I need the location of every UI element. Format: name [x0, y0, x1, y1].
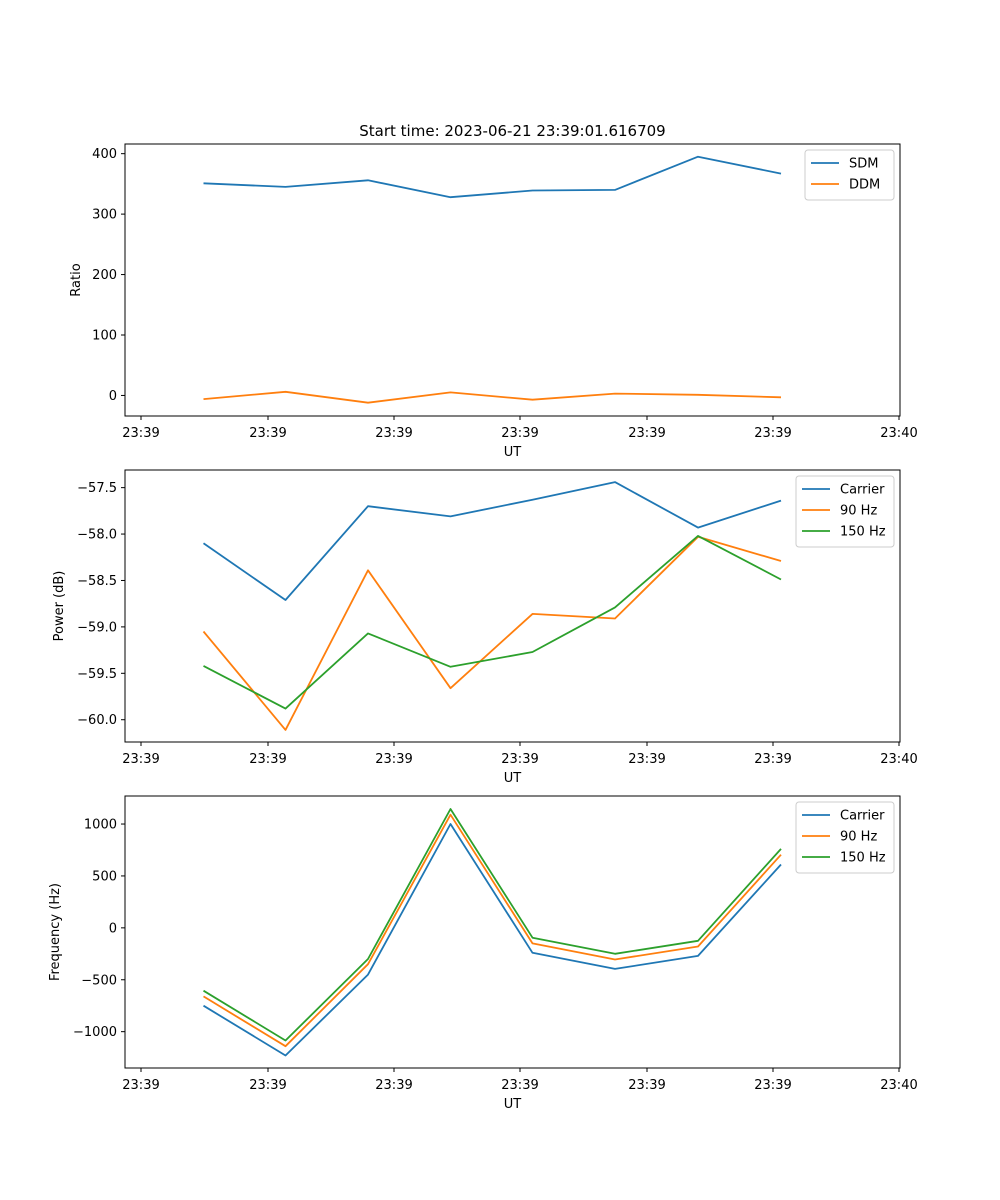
x-tick-label: 23:39: [754, 426, 791, 441]
x-tick-label: 23:39: [375, 752, 412, 767]
legend-label: 90 Hz: [840, 504, 877, 519]
y-tick-label: 200: [92, 268, 117, 283]
x-tick-label: 23:40: [880, 1078, 917, 1093]
x-tick-label: 23:39: [754, 752, 791, 767]
legend-label: Carrier: [840, 809, 885, 824]
figure-title: Start time: 2023-06-21 23:39:01.616709: [359, 122, 665, 140]
x-tick-label: 23:39: [122, 426, 159, 441]
plot-area: [124, 143, 901, 417]
y-tick-label: −58.5: [77, 574, 117, 589]
x-tick-label: 23:39: [628, 752, 665, 767]
x-tick-label: 23:39: [249, 752, 286, 767]
x-axis-label: UT: [504, 1097, 522, 1112]
legend-label: SDM: [849, 157, 878, 172]
plot-area: [124, 469, 901, 743]
series-line-carrier: [203, 823, 782, 1057]
y-tick-label: 100: [92, 329, 117, 344]
legend-label: Carrier: [840, 483, 885, 498]
series-line-150-hz: [203, 535, 782, 710]
y-axis-label: Frequency (Hz): [48, 883, 63, 981]
y-tick-label: 300: [92, 208, 117, 223]
x-tick-label: 23:39: [501, 1078, 538, 1093]
series-line-sdm: [203, 155, 782, 199]
legend-box: [795, 801, 895, 874]
x-tick-label: 23:40: [880, 426, 917, 441]
plot-area: [124, 795, 901, 1069]
y-tick-label: 0: [109, 389, 117, 404]
legend-label: 150 Hz: [840, 525, 886, 540]
x-tick-label: 23:39: [122, 752, 159, 767]
y-axis-label: Ratio: [69, 263, 84, 296]
x-tick-label: 23:39: [249, 1078, 286, 1093]
legend-box: [795, 475, 895, 548]
series-line-90-hz: [202, 535, 782, 731]
legend-label: 150 Hz: [840, 851, 886, 866]
x-tick-label: 23:39: [249, 426, 286, 441]
x-tick-label: 23:39: [501, 752, 538, 767]
y-tick-label: 0: [109, 921, 117, 936]
series-line-150-hz: [203, 808, 782, 1042]
x-axis-label: UT: [504, 771, 522, 786]
x-tick-label: 23:39: [122, 1078, 159, 1093]
y-tick-label: −57.5: [77, 481, 117, 496]
y-axis-label: Power (dB): [52, 571, 67, 642]
x-tick-label: 23:39: [375, 426, 412, 441]
series-line-90-hz: [203, 813, 782, 1048]
y-tick-label: −1000: [73, 1025, 117, 1040]
y-tick-label: −500: [81, 973, 117, 988]
y-tick-label: −60.0: [77, 713, 117, 728]
x-tick-label: 23:39: [628, 426, 665, 441]
x-tick-label: 23:39: [501, 426, 538, 441]
x-tick-label: 23:39: [628, 1078, 665, 1093]
chart-1: 0 100 200 300 400 23:39 23:39 23:39 23:39 23:39 23…: [69, 143, 918, 460]
x-tick-label: 23:40: [880, 752, 917, 767]
y-tick-label: 500: [92, 869, 117, 884]
y-tick-label: 400: [92, 147, 117, 162]
y-tick-label: −59.5: [77, 667, 117, 682]
x-axis-label: UT: [504, 445, 522, 460]
legend: SDM DDM: [804, 149, 895, 201]
legend-label: DDM: [849, 178, 880, 193]
series-line-ddm: [203, 390, 782, 404]
y-tick-label: −59.0: [77, 620, 117, 635]
y-tick-label: −58.0: [77, 528, 117, 543]
chart-2: −57.5 −58.0 −58.5 −59.0 −59.5 −60.0 23:39 23:39…: [52, 469, 918, 786]
series-line-carrier: [202, 481, 782, 601]
x-tick-label: 23:39: [754, 1078, 791, 1093]
legend: Carrier 90 Hz 150 Hz: [795, 475, 895, 548]
chart-3: 1000 500 0 −500 −1000 23:39 23:39 23:39 23:39 23:…: [48, 795, 918, 1112]
x-tick-label: 23:39: [375, 1078, 412, 1093]
legend-label: 90 Hz: [840, 830, 877, 845]
legend: Carrier 90 Hz 150 Hz: [795, 801, 895, 874]
y-tick-label: 1000: [84, 818, 117, 833]
